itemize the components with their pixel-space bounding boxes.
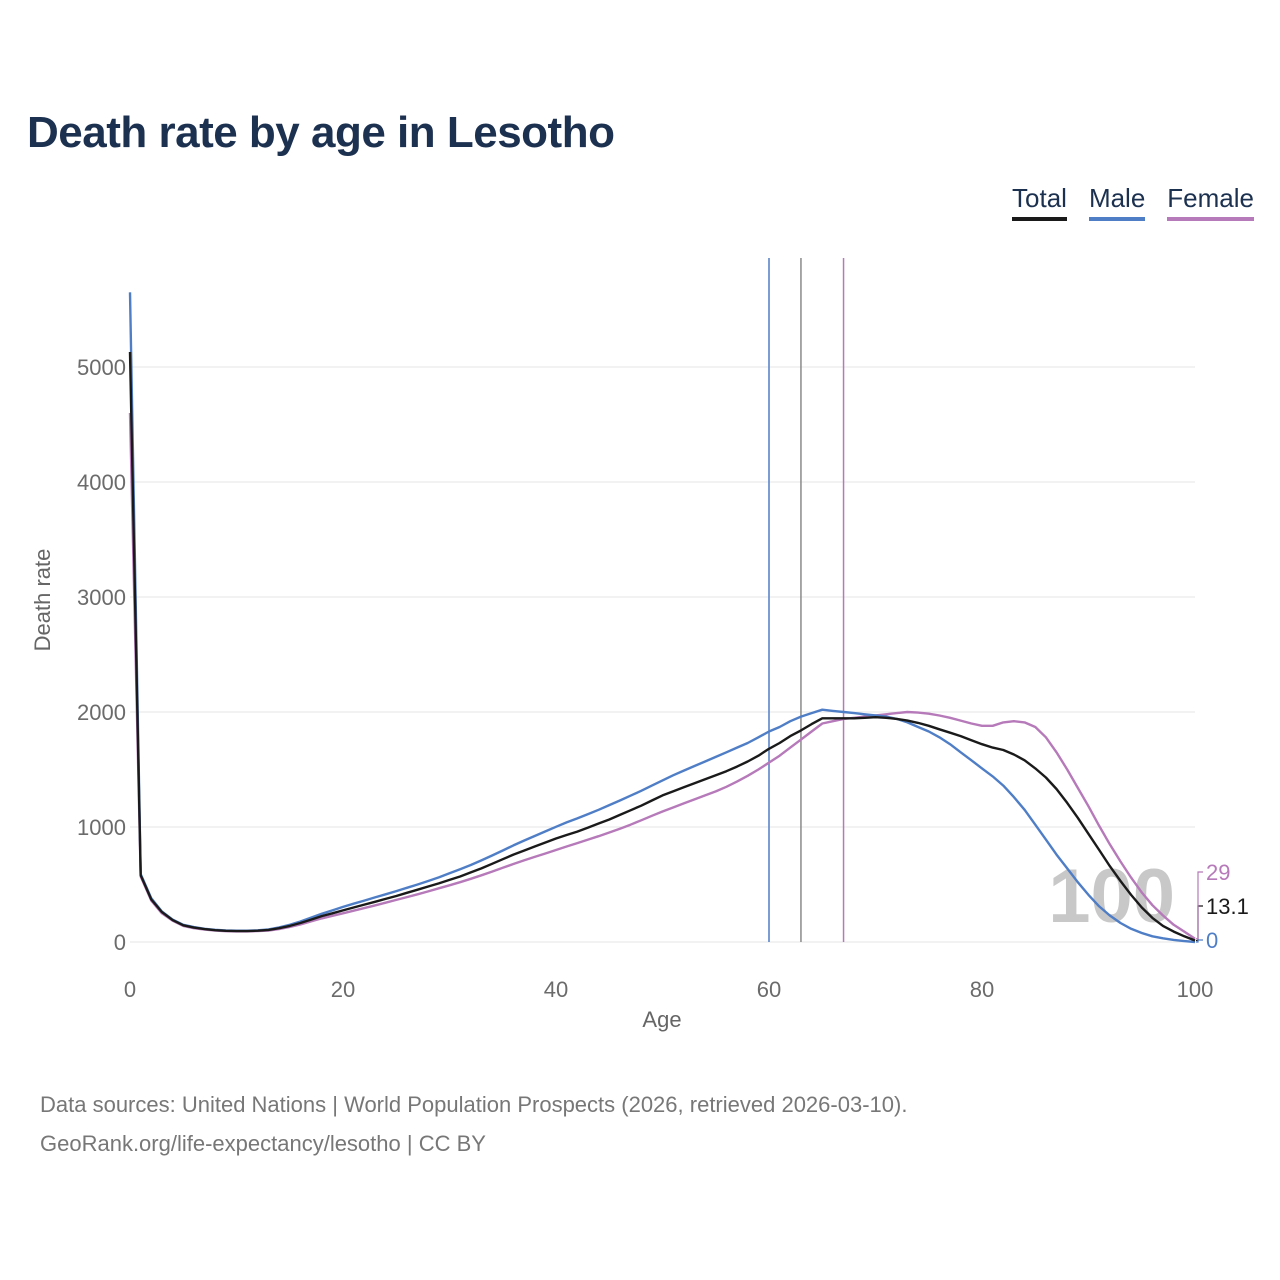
x-tick-label-60: 60: [757, 977, 781, 1002]
legend-item-female[interactable]: Female: [1167, 183, 1254, 221]
legend-item-male[interactable]: Male: [1088, 183, 1146, 221]
source-note: Data sources: United Nations | World Pop…: [40, 1085, 907, 1163]
x-axis-title: Age: [642, 1007, 681, 1032]
end-labels: 13.1 0 29: [1196, 860, 1249, 953]
legend: Total Male Female: [1012, 183, 1254, 221]
end-label-male: 0: [1206, 928, 1218, 953]
x-tick-label-20: 20: [331, 977, 355, 1002]
y-tick-label-3000: 3000: [77, 585, 126, 610]
y-tick-label-4000: 4000: [77, 470, 126, 495]
x-tick-label-100: 100: [1177, 977, 1214, 1002]
y-tick-label-0: 0: [114, 930, 126, 955]
source-line-2[interactable]: GeoRank.org/life-expectancy/lesotho | CC…: [40, 1131, 486, 1156]
reference-lines: [768, 258, 845, 942]
x-tick-label-80: 80: [970, 977, 994, 1002]
legend-item-total[interactable]: Total: [1012, 183, 1067, 221]
series-line-total[interactable]: [128, 351, 1196, 942]
y-tick-label-1000: 1000: [77, 815, 126, 840]
end-connector-female: [1196, 871, 1203, 940]
y-tick-label-5000: 5000: [77, 355, 126, 380]
end-connector-male: [1196, 939, 1203, 943]
axis-ticks: 0 1000 2000 3000 4000 5000 0 20 40 60 80 100: [77, 355, 1213, 1002]
gridlines: [130, 366, 1195, 943]
chart-title: Death rate by age in Lesotho: [27, 108, 615, 157]
y-axis-title: Death rate: [30, 549, 55, 652]
end-connector-total: [1196, 905, 1203, 942]
x-tick-label-0: 0: [124, 977, 136, 1002]
y-tick-label-2000: 2000: [77, 700, 126, 725]
series-line-male[interactable]: [128, 292, 1196, 944]
end-label-total: 13.1: [1206, 894, 1249, 919]
series-line-female[interactable]: [128, 412, 1196, 940]
x-tick-label-40: 40: [544, 977, 568, 1002]
end-label-female: 29: [1206, 860, 1230, 885]
source-line-1: Data sources: United Nations | World Pop…: [40, 1092, 908, 1117]
series-lines: [128, 292, 1196, 944]
